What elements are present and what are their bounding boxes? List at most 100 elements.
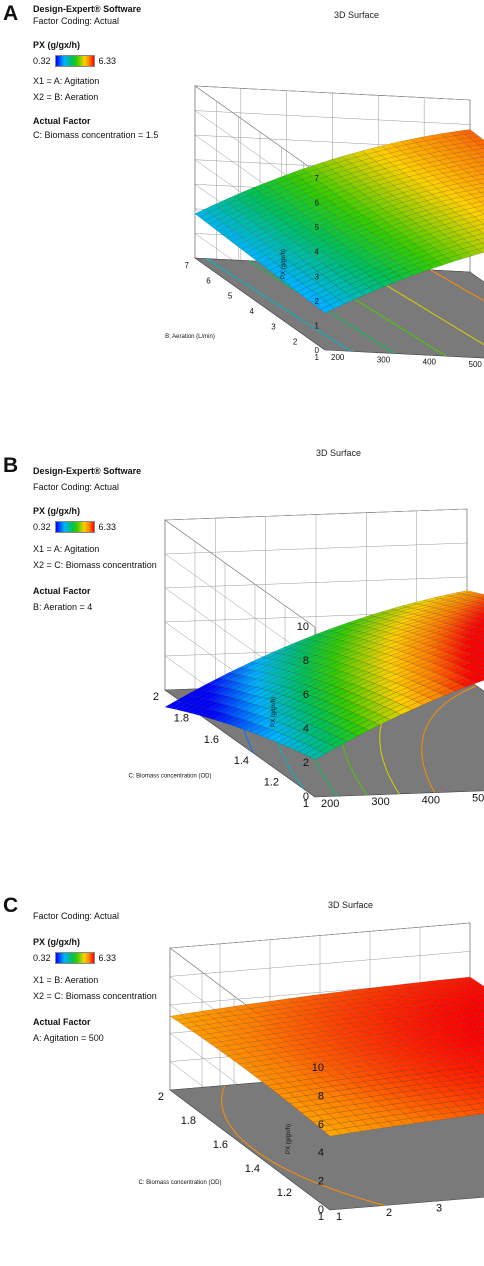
contour-segment — [322, 773, 326, 779]
contour-segment — [278, 279, 282, 283]
contour-segment — [439, 351, 447, 357]
contour-segment — [421, 736, 424, 742]
contour-segment — [228, 1123, 234, 1130]
factor-x1: X1 = A: Agitation — [33, 76, 100, 86]
contour-segment — [221, 1102, 223, 1108]
contour-segment — [460, 688, 469, 694]
surface-cell — [471, 628, 484, 635]
chart-title: 3D Surface — [316, 448, 362, 458]
contour-segment — [350, 767, 354, 773]
surface-cell — [472, 165, 484, 172]
contour-segment — [446, 697, 453, 703]
y-tick-label: 1.4 — [245, 1163, 260, 1175]
surface-cell — [478, 1016, 484, 1022]
contour-segment — [358, 301, 366, 307]
contour-segment — [320, 331, 327, 336]
surface — [194, 129, 484, 314]
contour-segment — [357, 781, 362, 787]
contour-segment — [369, 1200, 377, 1204]
contour-segment — [287, 764, 292, 771]
contour-segment — [371, 309, 379, 314]
y-tick-label: 5 — [228, 292, 233, 301]
z-tick-label: 2 — [315, 297, 320, 306]
axis-labels: 012345672003004005006007008001234567PX (… — [165, 174, 482, 369]
z-tick-label: 2 — [318, 1176, 324, 1188]
contour-segment — [324, 777, 329, 783]
contour-segment — [352, 771, 356, 778]
contour-segment — [317, 1182, 328, 1188]
y-axis-title: B: Aeration (L/min) — [165, 334, 215, 340]
surface-cell — [476, 178, 484, 184]
contour-segment — [344, 347, 351, 352]
contour-segment — [278, 746, 282, 752]
surface-cell — [478, 219, 484, 225]
actual-factor-heading: Actual Factor — [33, 586, 91, 596]
surface-cell — [476, 654, 484, 660]
plot-area: 012345672003004005006007008001234567PX (… — [165, 85, 484, 369]
software-name: Design-Expert® Software — [33, 4, 142, 14]
contour-segment — [451, 697, 454, 699]
contour-segment — [211, 262, 219, 267]
contour-segment — [429, 783, 432, 786]
contour-segment — [253, 1149, 262, 1156]
surface-cell — [468, 1026, 484, 1033]
contour-segment — [355, 776, 358, 781]
surface-cell — [477, 1081, 484, 1087]
surface-cell — [470, 1055, 484, 1062]
y-tick-label: 3 — [271, 322, 276, 331]
z-tick-label: 3 — [315, 272, 320, 281]
contour-segment — [383, 317, 391, 322]
contour-segment — [333, 314, 341, 320]
surface-cell — [471, 622, 484, 628]
surface-cell — [471, 1002, 484, 1008]
contour-segment — [319, 768, 323, 774]
z-tick-label: 10 — [297, 621, 309, 633]
surface-cell — [476, 646, 484, 652]
surface-cell — [472, 156, 484, 163]
contour-segment — [223, 269, 231, 275]
surface-cell — [473, 1097, 484, 1104]
surface-cell — [476, 662, 484, 668]
contour-segment — [353, 1195, 356, 1198]
contour-segment — [363, 790, 368, 796]
contour-segment — [307, 323, 315, 329]
contour-segment — [383, 761, 386, 767]
surface-cell — [467, 1092, 484, 1099]
legend-max: 6.33 — [98, 56, 117, 66]
actual-factor-value: B: Aeration = 4 — [33, 602, 93, 612]
actual-factor-heading: Actual Factor — [33, 1017, 91, 1027]
y-tick-label: 1.8 — [181, 1115, 196, 1127]
contour-segment — [437, 273, 445, 279]
color-legend: 0.32 6.33 — [33, 521, 157, 533]
z-tick-label: 6 — [318, 1119, 324, 1131]
contour-segment — [395, 789, 400, 795]
z-tick-label: 8 — [303, 655, 309, 667]
contour-segment — [463, 331, 471, 337]
contour-segment — [244, 733, 248, 739]
contour-segment — [382, 345, 386, 348]
software-name: Design-Expert® Software — [33, 466, 142, 476]
actual-factor-value: C: Biomass concentration = 1.5 — [33, 130, 159, 140]
contour-segment — [437, 316, 445, 321]
y-tick-label: 4 — [250, 307, 255, 316]
surface-cell — [477, 152, 484, 158]
factor-coding: Factor Coding: Actual — [33, 911, 120, 921]
contour-segment — [295, 1173, 307, 1180]
contour-segment — [388, 349, 396, 354]
contour-segment — [430, 717, 433, 720]
contour-segment — [260, 268, 268, 273]
contour-segment — [455, 284, 458, 287]
surface-cell — [477, 247, 484, 254]
surface — [169, 976, 484, 1137]
contour-segment — [221, 1091, 224, 1097]
contour-segment — [250, 747, 254, 753]
legend-gradient — [54, 952, 95, 964]
contour-segment — [285, 760, 289, 766]
x-tick-label: 500 — [472, 793, 484, 805]
legend-max: 6.33 — [98, 522, 117, 532]
contour-segment — [205, 258, 211, 262]
surface-cell — [471, 650, 484, 657]
contour-segment — [440, 702, 446, 708]
surface-cell — [476, 1070, 484, 1077]
